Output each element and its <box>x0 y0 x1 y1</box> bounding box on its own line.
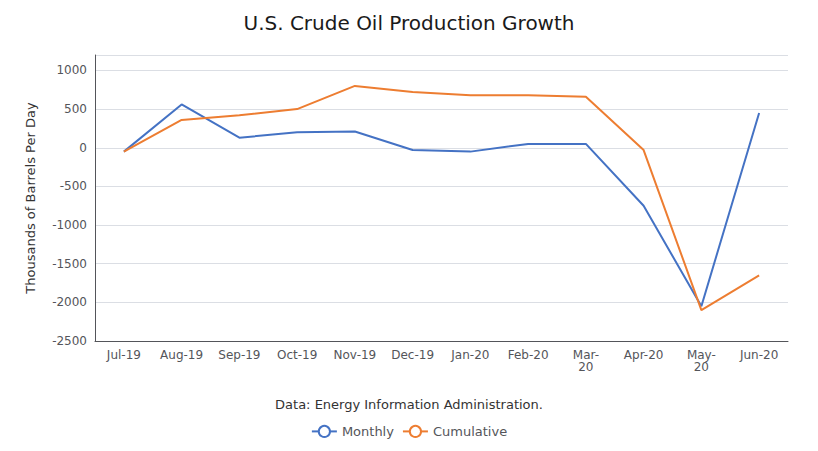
svg-text:Monthly: Monthly <box>342 424 394 439</box>
svg-text:20: 20 <box>578 360 593 374</box>
svg-text:-2500: -2500 <box>52 334 87 348</box>
svg-text:-1500: -1500 <box>52 257 87 271</box>
svg-text:Nov-19: Nov-19 <box>334 348 377 362</box>
svg-text:0: 0 <box>79 141 87 155</box>
svg-text:Cumulative: Cumulative <box>433 424 507 439</box>
svg-text:Jul-19: Jul-19 <box>106 348 141 362</box>
svg-text:1000: 1000 <box>56 63 87 77</box>
svg-text:May-: May- <box>686 348 716 362</box>
svg-text:Oct-19: Oct-19 <box>277 348 317 362</box>
svg-text:500: 500 <box>64 102 87 116</box>
svg-text:Feb-20: Feb-20 <box>508 348 549 362</box>
svg-text:Apr-20: Apr-20 <box>624 348 664 362</box>
svg-text:Thousands of Barrels Per Day: Thousands of Barrels Per Day <box>23 102 38 295</box>
svg-text:-500: -500 <box>60 179 87 193</box>
svg-text:U.S. Crude Oil Production Grow: U.S. Crude Oil Production Growth <box>244 11 575 35</box>
svg-text:Dec-19: Dec-19 <box>391 348 434 362</box>
svg-text:-1000: -1000 <box>52 218 87 232</box>
svg-text:Mar-: Mar- <box>572 348 599 362</box>
svg-text:-2000: -2000 <box>52 295 87 309</box>
svg-text:Jun-20: Jun-20 <box>739 348 778 362</box>
svg-text:20: 20 <box>694 360 709 374</box>
svg-text:Aug-19: Aug-19 <box>160 348 203 362</box>
svg-text:Jan-20: Jan-20 <box>450 348 489 362</box>
svg-text:Data: Energy Information Admin: Data: Energy Information Administration. <box>275 397 543 412</box>
svg-text:Sep-19: Sep-19 <box>218 348 260 362</box>
